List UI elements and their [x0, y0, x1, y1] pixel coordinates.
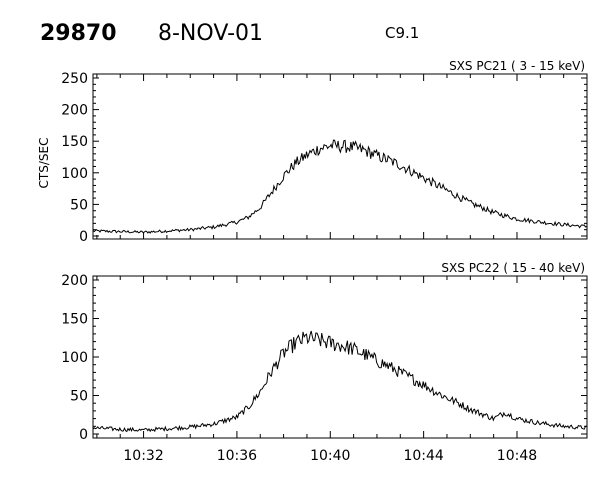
x-tick-label: 10:44 [403, 448, 443, 464]
x-tick-label: 10:32 [123, 448, 163, 464]
panel-2-frame [92, 275, 588, 439]
y-tick-label: 50 [70, 197, 88, 213]
y-tick-label: 50 [70, 389, 88, 405]
panel-1: SXS PC21 ( 3 - 15 keV) CTS/SEC 0 50 100 150… [37, 59, 588, 245]
panel-2-ticks: 0 50 100 150 200 10:32 10:36 10:40 10:44 10:48 [61, 273, 588, 464]
y-tick-label: 150 [61, 312, 88, 328]
x-tick-label: 10:36 [217, 448, 257, 464]
flare-class: C9.1 [385, 24, 419, 42]
y-tick-label: 200 [61, 103, 88, 119]
y-tick-label: 100 [61, 166, 88, 182]
panel-1-ticks: 0 50 100 150 200 250 [61, 71, 588, 245]
x-tick-label: 10:40 [310, 448, 350, 464]
event-id: 29870 [40, 21, 117, 46]
x-tick-label: 10:48 [497, 448, 537, 464]
y-tick-label: 0 [79, 229, 88, 245]
panel-1-series-line [92, 139, 587, 234]
panel-1-frame [92, 73, 588, 240]
panel-1-title: SXS PC21 ( 3 - 15 keV) [449, 59, 585, 73]
y-tick-label: 0 [79, 427, 88, 443]
panel-2: SXS PC22 ( 15 - 40 keV) 0 50 100 150 200 10:3… [61, 261, 588, 464]
y-tick-label: 250 [61, 71, 88, 87]
panel-1-ylabel: CTS/SEC [37, 138, 51, 189]
panel-2-series-line [92, 330, 587, 433]
event-date: 8-NOV-01 [158, 21, 263, 46]
y-tick-label: 100 [61, 350, 88, 366]
y-tick-label: 150 [61, 134, 88, 150]
panel-2-title: SXS PC22 ( 15 - 40 keV) [441, 261, 585, 275]
y-tick-label: 200 [61, 273, 88, 289]
